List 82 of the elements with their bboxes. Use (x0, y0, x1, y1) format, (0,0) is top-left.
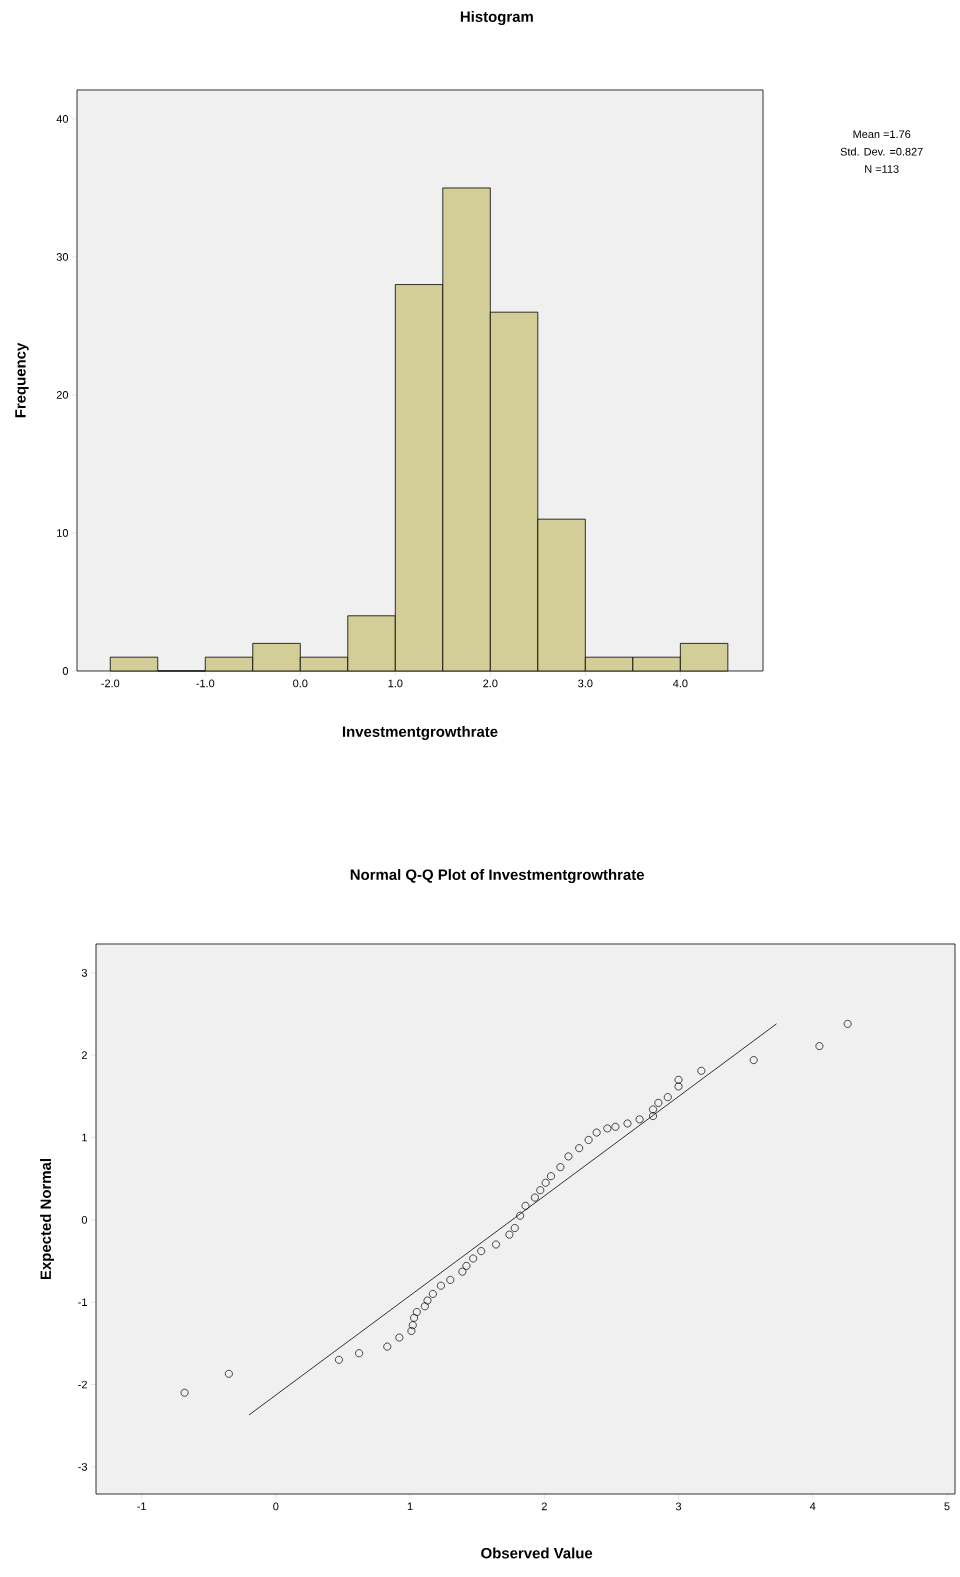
x-tick-label: 0.0 (293, 679, 308, 688)
point (530, 1193, 539, 1202)
point (635, 1115, 644, 1124)
x-tick-label: 0 (273, 1502, 279, 1511)
y-tick-label: -3 (78, 1462, 87, 1471)
point (575, 1144, 584, 1153)
point (749, 1056, 758, 1065)
point (428, 1289, 437, 1298)
point (663, 1093, 672, 1102)
point (516, 1211, 525, 1220)
y-tick-label: -2 (78, 1380, 87, 1389)
point (536, 1186, 545, 1195)
point (505, 1230, 514, 1239)
point (815, 1042, 824, 1051)
point (383, 1342, 392, 1351)
point (420, 1302, 429, 1311)
point (697, 1066, 706, 1075)
point (623, 1119, 632, 1128)
point (674, 1082, 683, 1091)
point (458, 1267, 467, 1276)
x-tick-label: 2 (541, 1502, 547, 1511)
x-tick-label: 3.0 (578, 679, 593, 688)
point (412, 1308, 421, 1316)
point (611, 1122, 620, 1131)
x-tick-label: 2.0 (483, 679, 498, 688)
point (462, 1261, 471, 1270)
point (843, 1019, 852, 1028)
chart-title: Histogram (460, 11, 533, 26)
text: Mean =1.76 (853, 130, 911, 139)
chart-title: Normal Q-Q Plot of Investmentgrowthrate (350, 869, 645, 884)
y-axis-title: Expected Normal (40, 1159, 54, 1280)
point (649, 1105, 657, 1114)
x-tick-label: 3 (675, 1502, 682, 1511)
point (556, 1163, 565, 1172)
y-tick-label: 40 (56, 115, 69, 123)
x-tick-label: 4 (809, 1502, 816, 1511)
x-tick-label: 4.0 (672, 679, 688, 688)
point (510, 1224, 519, 1232)
y-tick-label: 1 (82, 1133, 87, 1142)
point (334, 1355, 343, 1364)
point (492, 1240, 500, 1249)
point (584, 1136, 593, 1144)
y-tick-label: 30 (56, 253, 69, 261)
y-tick-label: 3 (81, 968, 87, 977)
x-axis-title: Investmentgrowthrate (342, 725, 498, 740)
point (547, 1172, 555, 1181)
point (469, 1254, 478, 1263)
y-tick-label: 0 (81, 1215, 88, 1224)
point (477, 1247, 486, 1256)
text: Std. Dev. =0.827 (840, 147, 923, 156)
x-tick-label: 1 (407, 1502, 413, 1511)
point (355, 1349, 364, 1358)
x-tick-label: -2.0 (101, 679, 120, 688)
point (592, 1128, 601, 1137)
x-tick-label: -1.0 (196, 679, 215, 688)
point (541, 1178, 550, 1187)
point (423, 1296, 432, 1305)
point (180, 1388, 189, 1397)
x-tick-label: -1 (137, 1502, 146, 1511)
x-tick-label: 1.0 (388, 679, 403, 688)
point (395, 1333, 404, 1342)
point (436, 1281, 445, 1290)
x-axis-title: Observed Value (481, 1547, 593, 1559)
y-tick-label: -1 (78, 1298, 87, 1306)
point (408, 1321, 417, 1330)
point (224, 1369, 233, 1378)
point (674, 1075, 683, 1084)
y-tick-label: 10 (57, 529, 69, 537)
y-axis-title: Frequency (15, 342, 29, 418)
x-tick-label: 5 (944, 1502, 950, 1511)
point (410, 1313, 419, 1322)
point (564, 1152, 573, 1161)
point (446, 1275, 455, 1284)
point (649, 1112, 657, 1121)
point (521, 1201, 530, 1210)
y-tick-label: 2 (81, 1051, 87, 1059)
point (654, 1098, 663, 1107)
point (407, 1327, 416, 1335)
point (603, 1124, 612, 1133)
y-tick-label: 0 (62, 667, 69, 675)
text: N =113 (865, 165, 899, 173)
y-tick-label: 20 (56, 391, 69, 399)
